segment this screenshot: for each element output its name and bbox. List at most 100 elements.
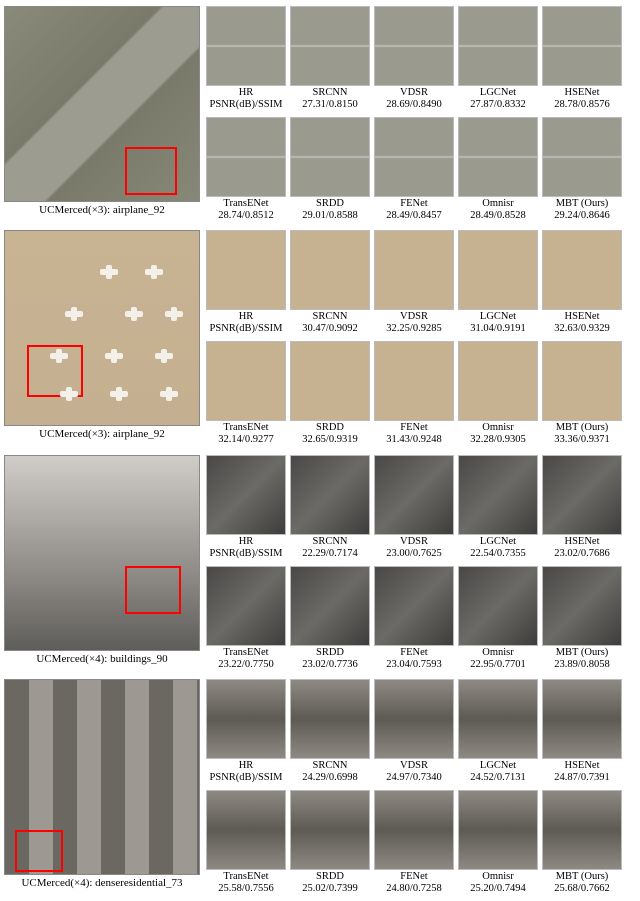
metric-value: 32.65/0.9319 [302, 434, 357, 446]
figure-section: UCMerced(×3): airplane_92HRPSNR(dB)/SSIM… [4, 230, 636, 446]
result-thumb [290, 679, 370, 759]
metric-value: 32.14/0.9277 [218, 434, 273, 446]
plane-icon [100, 269, 118, 275]
method-label: Omnisr32.28/0.9305 [470, 422, 525, 446]
plane-icon [125, 311, 143, 317]
method-label: SRDD23.02/0.7736 [302, 647, 357, 671]
metric-value: 24.29/0.6998 [302, 772, 357, 784]
metric-value: 23.89/0.8058 [554, 659, 609, 671]
metric-value: 31.43/0.9248 [386, 434, 441, 446]
result-thumb [374, 790, 454, 870]
method-name: Omnisr [470, 647, 525, 659]
comparison-cell: VDSR28.69/0.8490 [374, 6, 454, 111]
comparison-row: TransENet23.22/0.7750 SRDD23.02/0.7736 FEN… [206, 566, 636, 671]
metric-value: 25.20/0.7494 [470, 883, 525, 895]
comparison-cell: Omnisr32.28/0.9305 [458, 341, 538, 446]
result-thumb [374, 455, 454, 535]
method-name: TransENet [218, 647, 273, 659]
method-label: FENet23.04/0.7593 [386, 647, 441, 671]
comparison-row: HRPSNR(dB)/SSIM SRCNN24.29/0.6998 VDSR24.9… [206, 679, 636, 784]
roi-box [125, 566, 181, 614]
result-thumb [458, 455, 538, 535]
method-label: TransENet23.22/0.7750 [218, 647, 273, 671]
method-name: HR [210, 536, 283, 548]
comparison-cell: Omnisr22.95/0.7701 [458, 566, 538, 671]
metric-value: 28.49/0.8528 [470, 210, 525, 222]
plane-icon [60, 391, 78, 397]
result-thumb [206, 117, 286, 197]
comparison-cell: VDSR24.97/0.7340 [374, 679, 454, 784]
method-label: LGCNet27.87/0.8332 [470, 87, 525, 111]
metric-value: 24.52/0.7131 [470, 772, 525, 784]
metric-value: PSNR(dB)/SSIM [210, 323, 283, 335]
metric-value: 25.68/0.7662 [554, 883, 609, 895]
metric-value: 23.00/0.7625 [386, 548, 441, 560]
comparison-cell: SRDD29.01/0.8588 [290, 117, 370, 222]
metric-value: 23.02/0.7736 [302, 659, 357, 671]
comparison-cell: SRCNN27.31/0.8150 [290, 6, 370, 111]
method-label: SRCNN22.29/0.7174 [302, 536, 357, 560]
main-image-column: UCMerced(×3): airplane_92 [4, 6, 200, 222]
comparison-row: TransENet32.14/0.9277SRDD32.65/0.9319FEN… [206, 341, 636, 446]
comparison-cell: VDSR23.00/0.7625 [374, 455, 454, 560]
method-label: HSENet28.78/0.8576 [554, 87, 609, 111]
method-name: SRCNN [302, 760, 357, 772]
comparison-cell: MBT (Ours)23.89/0.8058 [542, 566, 622, 671]
method-name: MBT (Ours) [554, 871, 609, 883]
metric-value: PSNR(dB)/SSIM [210, 548, 283, 560]
method-name: TransENet [218, 871, 273, 883]
metric-value: 24.80/0.7258 [386, 883, 441, 895]
result-thumb [542, 117, 622, 197]
comparison-cell: LGCNet22.54/0.7355 [458, 455, 538, 560]
comparison-cell: TransENet28.74/0.8512 [206, 117, 286, 222]
metric-value: 25.58/0.7556 [218, 883, 273, 895]
plane-icon [160, 391, 178, 397]
metric-value: 22.95/0.7701 [470, 659, 525, 671]
plane-icon [105, 353, 123, 359]
comparison-cell: Omnisr25.20/0.7494 [458, 790, 538, 895]
result-thumb [542, 679, 622, 759]
result-thumb [374, 341, 454, 421]
comparison-grid: HRPSNR(dB)/SSIM SRCNN24.29/0.6998 VDSR24.9… [206, 679, 636, 895]
result-thumb [542, 341, 622, 421]
method-name: FENet [386, 198, 441, 210]
comparison-cell: SRDD32.65/0.9319 [290, 341, 370, 446]
method-label: SRCNN30.47/0.9092 [302, 311, 357, 335]
method-name: SRDD [302, 871, 357, 883]
result-thumb [458, 230, 538, 310]
method-label: MBT (Ours)23.89/0.8058 [554, 647, 609, 671]
metric-value: 28.74/0.8512 [218, 210, 273, 222]
method-label: SRCNN27.31/0.8150 [302, 87, 357, 111]
method-label: Omnisr25.20/0.7494 [470, 871, 525, 895]
main-image [4, 455, 200, 651]
comparison-cell: SRDD25.02/0.7399 [290, 790, 370, 895]
metric-value: 24.97/0.7340 [386, 772, 441, 784]
result-thumb [206, 230, 286, 310]
method-label: TransENet28.74/0.8512 [218, 198, 273, 222]
comparison-cell: SRCNN22.29/0.7174 [290, 455, 370, 560]
method-name: FENet [386, 422, 441, 434]
main-image-caption: UCMerced(×4): denseresidential_73 [21, 877, 182, 889]
metric-value: 32.25/0.9285 [386, 323, 441, 335]
method-label: HSENet23.02/0.7686 [554, 536, 609, 560]
method-label: VDSR28.69/0.8490 [386, 87, 441, 111]
result-thumb [458, 6, 538, 86]
result-thumb [458, 790, 538, 870]
result-thumb [374, 6, 454, 86]
comparison-cell: MBT (Ours)33.36/0.9371 [542, 341, 622, 446]
method-label: MBT (Ours)29.24/0.8646 [554, 198, 609, 222]
comparison-grid: HRPSNR(dB)/SSIMSRCNN27.31/0.8150VDSR28.6… [206, 6, 636, 222]
comparison-row: HRPSNR(dB)/SSIMSRCNN27.31/0.8150VDSR28.6… [206, 6, 636, 111]
comparison-cell: LGCNet24.52/0.7131 [458, 679, 538, 784]
result-thumb [374, 230, 454, 310]
method-label: HRPSNR(dB)/SSIM [210, 311, 283, 335]
result-thumb [542, 230, 622, 310]
result-thumb [542, 6, 622, 86]
plane-icon [50, 353, 68, 359]
comparison-cell: FENet28.49/0.8457 [374, 117, 454, 222]
metric-value: 29.01/0.8588 [302, 210, 357, 222]
main-image [4, 679, 200, 875]
plane-icon [65, 311, 83, 317]
method-label: HRPSNR(dB)/SSIM [210, 760, 283, 784]
figure-section: UCMerced(×4): buildings_90HRPSNR(dB)/SSI… [4, 455, 636, 671]
